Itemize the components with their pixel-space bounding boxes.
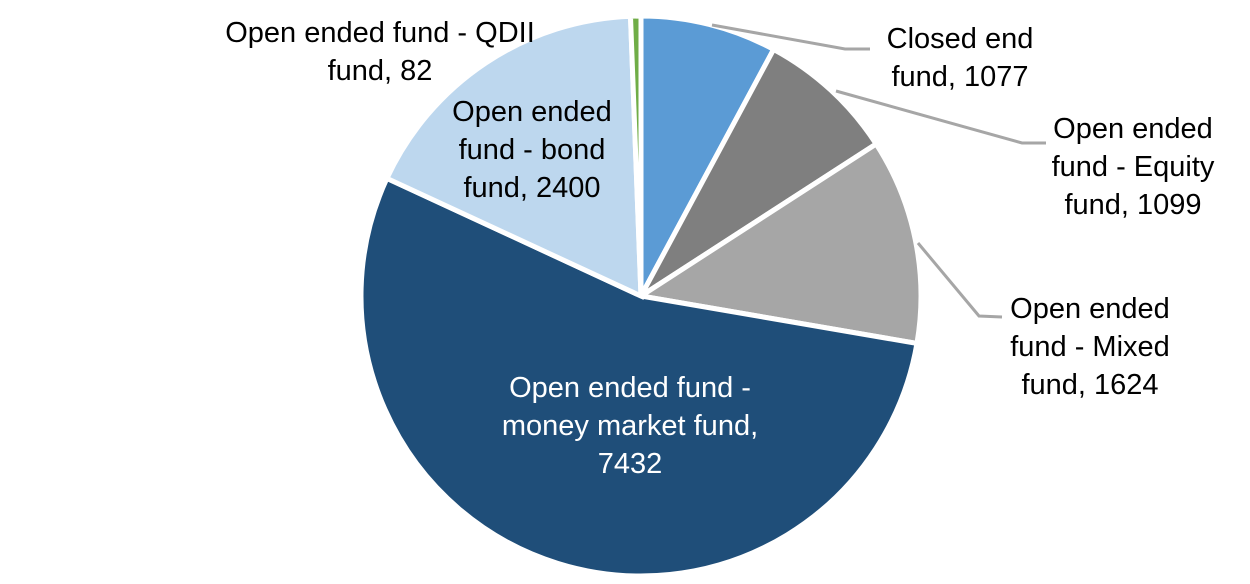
label-line: Open ended bbox=[1053, 113, 1213, 145]
pie-slice-equity-fund[interactable] bbox=[638, 46, 880, 299]
leader-line-equity-fund bbox=[835, 89, 1046, 145]
label-line: Open ended fund - bbox=[509, 372, 751, 404]
pie-slice-money-market-fund[interactable] bbox=[358, 175, 920, 579]
label-line: Closed end bbox=[886, 23, 1034, 55]
label-money-market-fund: Open ended fund - money market fund, 743… bbox=[480, 369, 780, 483]
label-bond-fund: Open ended fund - bond fund, 2400 bbox=[432, 93, 632, 207]
label-line: fund, 82 bbox=[327, 55, 433, 87]
label-equity-fund: Open ended fund - Equity fund, 1099 bbox=[1028, 110, 1238, 224]
leader-line-mixed-fund bbox=[916, 242, 1003, 319]
pie-slice-closed-end-fund[interactable] bbox=[638, 13, 778, 298]
label-line: fund, 1099 bbox=[1064, 189, 1202, 221]
label-line: fund, 2400 bbox=[463, 172, 601, 204]
label-line: Open ended fund - QDII bbox=[225, 17, 535, 49]
label-line: money market fund, bbox=[501, 410, 759, 442]
label-line: fund - Mixed bbox=[1010, 331, 1170, 363]
label-line: fund - Equity bbox=[1051, 151, 1215, 183]
label-line: Open ended bbox=[452, 96, 612, 128]
label-closed-end-fund: Closed end fund, 1077 bbox=[860, 20, 1060, 96]
pie-slice-mixed-fund[interactable] bbox=[634, 140, 924, 347]
label-line: Open ended bbox=[1010, 293, 1170, 325]
label-mixed-fund: Open ended fund - Mixed fund, 1624 bbox=[985, 290, 1195, 404]
leader-line-closed-end-fund bbox=[711, 23, 870, 51]
leader-lines bbox=[711, 23, 1046, 319]
pie-slice-qdii-fund[interactable] bbox=[627, 13, 644, 297]
pie-slice-bond-fund[interactable] bbox=[383, 13, 644, 300]
label-line: 7432 bbox=[597, 448, 663, 480]
pie-slices bbox=[358, 13, 924, 579]
label-qdii-fund: Open ended fund - QDII fund, 82 bbox=[195, 14, 565, 90]
label-line: fund, 1077 bbox=[891, 61, 1029, 93]
label-line: fund - bond bbox=[458, 134, 606, 166]
label-line: fund, 1624 bbox=[1021, 369, 1159, 401]
